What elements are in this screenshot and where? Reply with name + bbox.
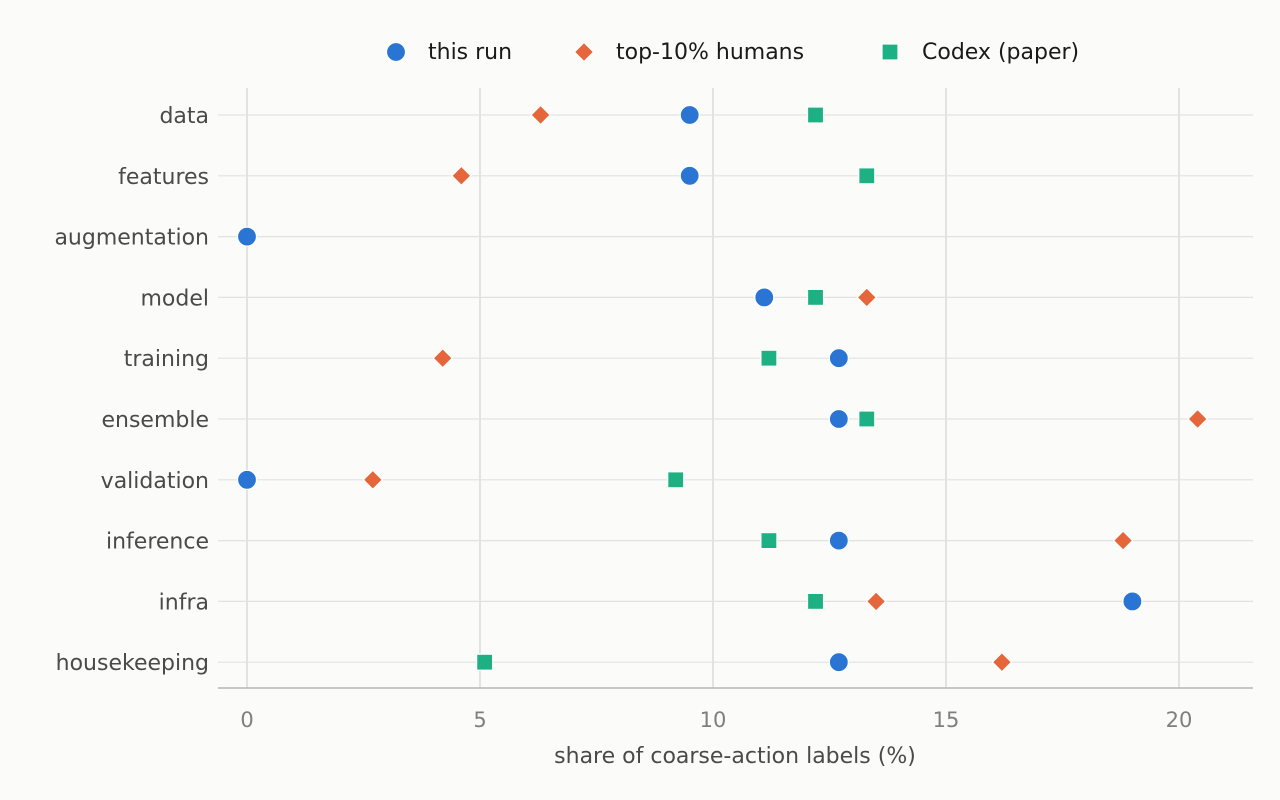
legend-item-codex-paper: Codex (paper)	[881, 40, 1079, 65]
point-this-run-features	[679, 165, 700, 186]
series-codex-paper	[476, 106, 876, 671]
point-codex-paper-data	[806, 106, 825, 124]
point-this-run-housekeeping	[828, 652, 849, 673]
category-labels: data features augmentation model training ens…	[54, 104, 209, 676]
point-top-10-humans-data	[530, 104, 551, 126]
category-rows	[218, 114, 1253, 663]
point-top-10-humans-validation	[362, 469, 384, 491]
point-this-run-data	[679, 104, 700, 126]
legend-label-this-run: this run	[428, 40, 512, 65]
data-points	[236, 104, 1208, 673]
x-tick-label-0: 0	[240, 708, 253, 732]
x-axis-title: share of coarse-action labels (%)	[554, 744, 916, 769]
point-codex-paper-ensemble	[858, 410, 876, 428]
x-tick-label-15: 15	[933, 708, 960, 732]
point-codex-paper-inference	[760, 531, 778, 550]
series-top-10-humans	[362, 104, 1208, 673]
legend-marker-codex-paper	[881, 43, 899, 61]
point-codex-paper-validation	[667, 471, 685, 489]
legend-item-top-10-humans: top-10% humans	[573, 40, 804, 65]
point-codex-paper-housekeeping	[476, 653, 494, 671]
x-tick-label-10: 10	[700, 708, 727, 732]
legend-marker-this-run	[385, 41, 407, 63]
legend-label-codex-paper: Codex (paper)	[922, 40, 1079, 65]
point-codex-paper-training	[760, 349, 778, 367]
category-label-augmentation: augmentation	[54, 226, 209, 251]
point-top-10-humans-infra	[865, 591, 887, 612]
point-top-10-humans-inference	[1112, 530, 1134, 551]
point-this-run-infra	[1122, 591, 1143, 612]
legend-label-top-10-humans: top-10% humans	[616, 40, 804, 65]
series-this-run	[236, 104, 1143, 673]
point-this-run-augmentation	[236, 226, 258, 247]
legend: this run top-10% humans Codex (paper)	[385, 40, 1079, 65]
category-label-housekeeping: housekeeping	[56, 651, 209, 676]
point-top-10-humans-housekeeping	[991, 651, 1013, 673]
point-codex-paper-model	[806, 288, 825, 306]
category-label-validation: validation	[101, 469, 209, 494]
x-tick-label-20: 20	[1166, 708, 1193, 732]
point-top-10-humans-features	[451, 165, 472, 187]
point-this-run-validation	[236, 469, 258, 490]
category-label-infra: infra	[159, 590, 209, 615]
legend-item-this-run: this run	[385, 40, 512, 65]
point-codex-paper-infra	[806, 592, 825, 611]
point-this-run-ensemble	[828, 408, 849, 430]
point-this-run-inference	[828, 530, 849, 551]
category-label-training: training	[124, 347, 209, 372]
point-top-10-humans-training	[432, 347, 454, 369]
point-codex-paper-features	[858, 167, 876, 185]
point-top-10-humans-model	[856, 287, 878, 308]
category-label-data: data	[159, 104, 209, 129]
legend-marker-top-10-humans	[573, 41, 595, 63]
x-tick-label-5: 5	[473, 708, 486, 732]
grid	[246, 88, 1180, 688]
category-label-features: features	[118, 165, 209, 190]
point-this-run-model	[754, 287, 775, 308]
category-label-model: model	[140, 286, 209, 311]
point-this-run-training	[828, 348, 849, 369]
category-label-inference: inference	[106, 530, 209, 555]
point-top-10-humans-ensemble	[1187, 408, 1208, 430]
category-label-ensemble: ensemble	[101, 408, 209, 433]
x-tick-labels: 0 5 10 15 20	[240, 708, 1192, 732]
